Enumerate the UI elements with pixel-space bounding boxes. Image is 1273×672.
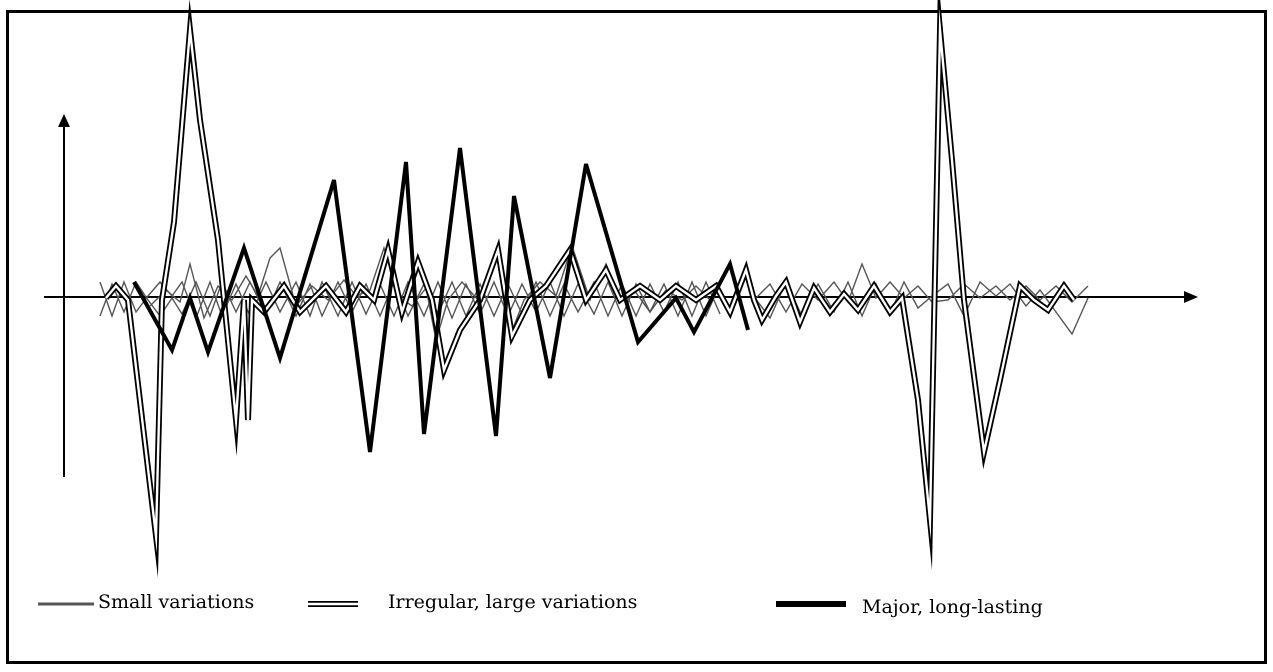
legend-label-major: Major, long-lasting — [862, 596, 1043, 618]
irregular-variation-line-inner — [105, 8, 1075, 553]
legend-label-irregular: Irregular, large variations — [388, 591, 638, 613]
irregular-variations-series — [103, 0, 1077, 607]
legend-label-small: Small variations — [98, 591, 255, 613]
y-axis-arrowhead — [58, 114, 70, 127]
x-axis-arrowhead — [1184, 291, 1198, 303]
small-variation-line — [751, 280, 1089, 336]
major-variation-line — [132, 147, 750, 453]
major-variations-series — [132, 147, 846, 607]
